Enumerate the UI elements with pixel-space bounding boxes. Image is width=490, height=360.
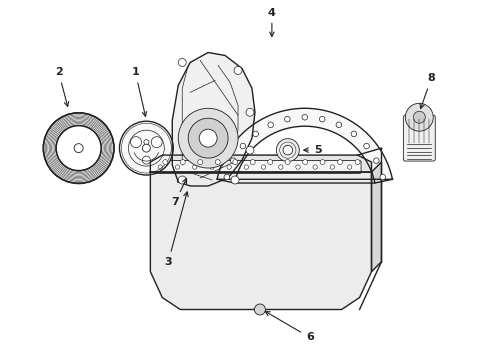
Text: 6: 6	[266, 311, 314, 342]
Circle shape	[227, 165, 231, 169]
Circle shape	[74, 144, 83, 153]
Polygon shape	[150, 172, 371, 310]
Text: 1: 1	[131, 67, 147, 116]
Circle shape	[276, 139, 299, 162]
Circle shape	[285, 116, 290, 122]
Circle shape	[254, 304, 266, 315]
Circle shape	[120, 121, 173, 175]
Circle shape	[253, 131, 258, 137]
Circle shape	[296, 165, 300, 169]
Circle shape	[178, 108, 238, 168]
Circle shape	[373, 158, 379, 163]
Circle shape	[302, 114, 308, 120]
Polygon shape	[371, 162, 382, 272]
Circle shape	[163, 159, 168, 165]
Circle shape	[224, 174, 230, 180]
Text: 4: 4	[268, 8, 276, 36]
Circle shape	[56, 126, 101, 171]
Circle shape	[178, 176, 186, 184]
Circle shape	[143, 144, 150, 152]
Circle shape	[338, 159, 343, 165]
FancyBboxPatch shape	[149, 161, 361, 174]
Circle shape	[234, 67, 242, 75]
Circle shape	[43, 113, 114, 184]
Circle shape	[158, 165, 163, 169]
Circle shape	[364, 143, 369, 149]
Circle shape	[175, 165, 180, 169]
Circle shape	[178, 58, 186, 67]
Polygon shape	[172, 53, 255, 186]
Polygon shape	[217, 108, 392, 183]
Circle shape	[405, 103, 433, 131]
Circle shape	[230, 158, 236, 163]
Circle shape	[347, 165, 352, 169]
Circle shape	[199, 129, 217, 147]
Circle shape	[233, 159, 238, 165]
Text: 8: 8	[420, 73, 435, 108]
Circle shape	[143, 156, 150, 164]
Circle shape	[268, 122, 273, 127]
Circle shape	[151, 137, 162, 148]
Circle shape	[246, 108, 254, 116]
Text: 2: 2	[55, 67, 69, 107]
Circle shape	[180, 159, 185, 165]
Text: 7: 7	[172, 179, 187, 207]
Circle shape	[198, 159, 203, 165]
Circle shape	[215, 159, 220, 165]
Text: 5: 5	[304, 145, 321, 155]
Text: 3: 3	[165, 192, 188, 267]
Circle shape	[268, 159, 272, 165]
Circle shape	[279, 165, 283, 169]
Circle shape	[130, 137, 142, 148]
Circle shape	[355, 159, 360, 165]
Circle shape	[303, 159, 308, 165]
Circle shape	[244, 165, 248, 169]
Circle shape	[193, 165, 197, 169]
Circle shape	[240, 143, 246, 149]
Circle shape	[351, 131, 357, 137]
FancyBboxPatch shape	[403, 115, 435, 161]
Circle shape	[188, 118, 228, 158]
Circle shape	[330, 165, 335, 169]
Circle shape	[250, 159, 255, 165]
Circle shape	[261, 165, 266, 169]
Circle shape	[144, 140, 149, 145]
Circle shape	[210, 165, 214, 169]
Circle shape	[380, 174, 386, 180]
Circle shape	[319, 116, 325, 122]
Circle shape	[283, 145, 293, 155]
Circle shape	[336, 122, 342, 127]
Circle shape	[285, 159, 290, 165]
Polygon shape	[150, 155, 371, 172]
Circle shape	[231, 176, 239, 184]
Circle shape	[313, 165, 318, 169]
Circle shape	[246, 146, 254, 154]
Circle shape	[320, 159, 325, 165]
Circle shape	[414, 111, 425, 123]
